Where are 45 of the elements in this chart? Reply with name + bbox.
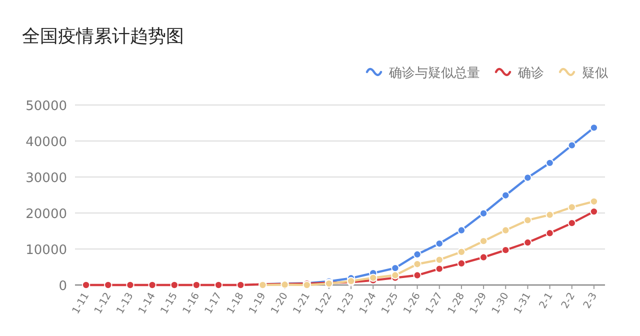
point	[502, 226, 510, 234]
y-tick-label: 30000	[26, 171, 67, 186]
point	[546, 229, 554, 238]
x-tick-label: 2-1	[538, 291, 556, 311]
point	[524, 216, 532, 224]
point	[369, 274, 378, 282]
y-tick-label: 10000	[26, 243, 67, 258]
point	[479, 209, 488, 218]
y-tick-label: 50000	[26, 99, 67, 114]
chart-title: 全国疫情累计趋势图	[22, 26, 184, 47]
point	[457, 226, 466, 234]
point	[126, 280, 134, 290]
point	[214, 280, 223, 290]
point	[457, 248, 466, 256]
point	[590, 197, 598, 206]
legend-label: 疑似	[582, 66, 608, 81]
point	[413, 250, 422, 258]
point	[524, 238, 532, 247]
point	[170, 280, 178, 290]
point	[82, 280, 90, 290]
point	[590, 124, 598, 132]
point	[391, 271, 400, 280]
y-tick-label: 40000	[26, 135, 67, 150]
point	[568, 203, 576, 212]
point	[457, 259, 466, 268]
point	[546, 210, 554, 219]
point	[148, 280, 156, 290]
legend-label: 确诊与疑似总量	[388, 66, 480, 81]
x-tick-label: 2-3	[582, 291, 600, 311]
y-tick-label: 0	[58, 279, 67, 294]
legend-label: 确诊	[517, 66, 544, 81]
point	[435, 264, 444, 273]
point	[479, 253, 488, 262]
point	[524, 174, 532, 182]
point	[435, 240, 444, 248]
point	[435, 256, 444, 264]
point	[104, 280, 112, 290]
point	[236, 280, 245, 290]
point	[502, 191, 510, 200]
y-tick-label: 20000	[26, 207, 67, 222]
point	[413, 260, 422, 268]
point	[413, 271, 422, 280]
x-tick-label: 2-2	[560, 291, 578, 311]
point	[192, 280, 201, 290]
point	[568, 141, 576, 150]
